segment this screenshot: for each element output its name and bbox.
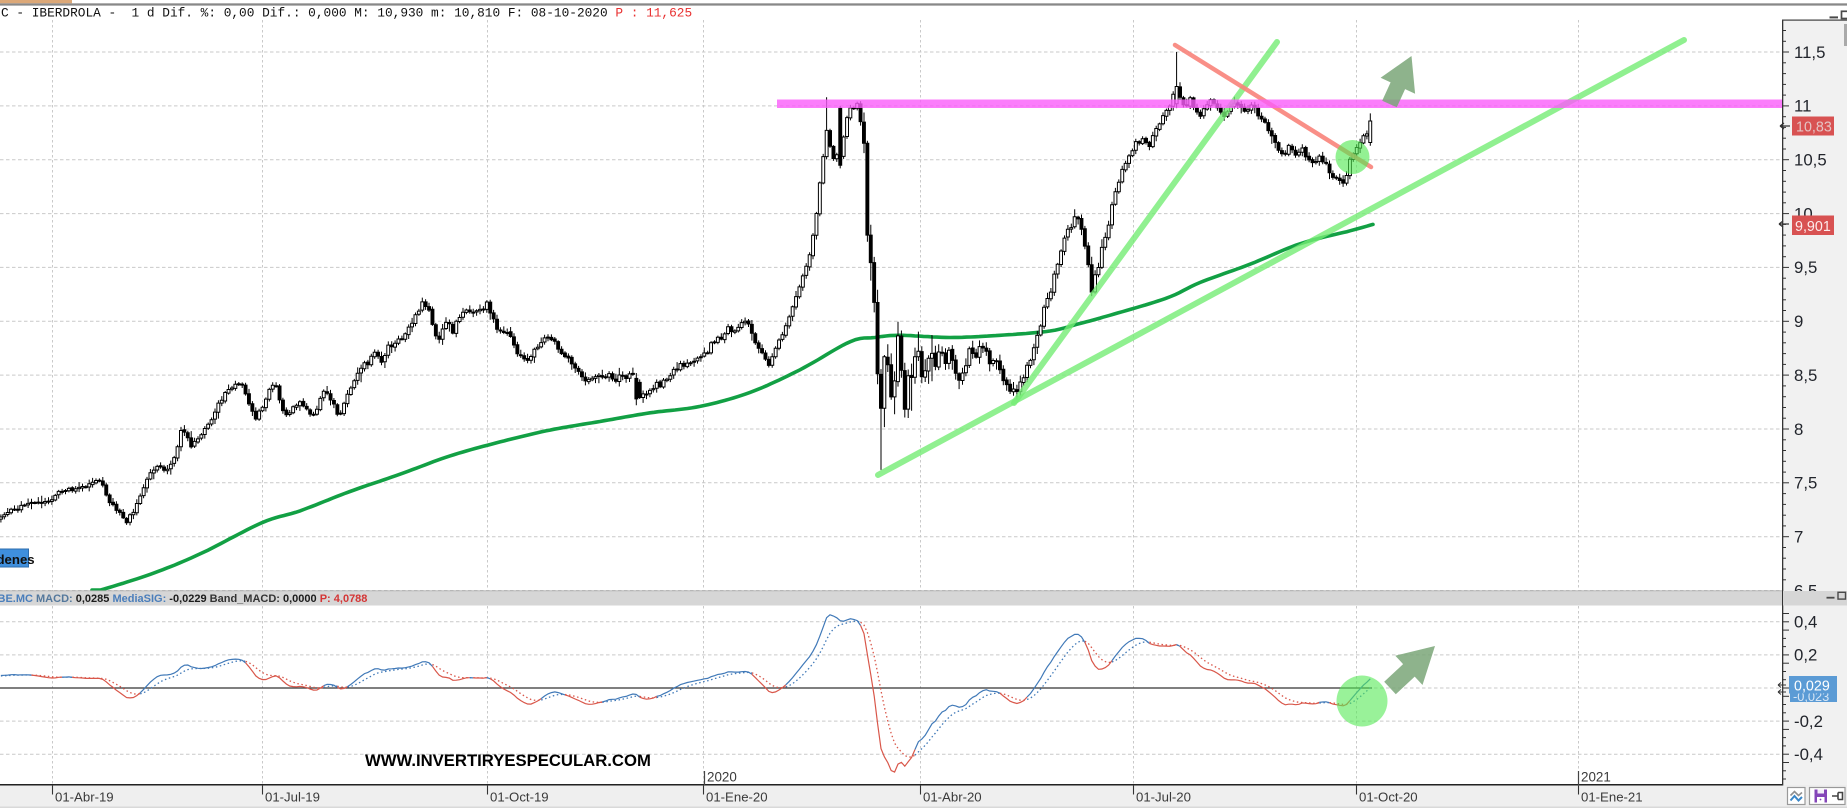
svg-text:01-Ene-20: 01-Ene-20 (706, 790, 768, 805)
svg-text:C - IBERDROLA - 1 d Dif. %: 0: C - IBERDROLA - 1 d Dif. %: 0,00 Dif.: 0… (1, 6, 692, 21)
svg-text:11: 11 (1794, 97, 1811, 116)
svg-text:2020: 2020 (707, 770, 737, 785)
svg-text:01-Jul-20: 01-Jul-20 (1136, 790, 1191, 805)
svg-text:WWW.INVERTIRYESPECULAR.COM: WWW.INVERTIRYESPECULAR.COM (365, 751, 651, 770)
svg-text:-0,2: -0,2 (1794, 712, 1823, 731)
svg-text:0,4: 0,4 (1794, 613, 1817, 632)
svg-text:10,5: 10,5 (1794, 151, 1827, 170)
svg-text:01-Jul-19: 01-Jul-19 (265, 790, 320, 805)
svg-text:-0,4: -0,4 (1794, 745, 1823, 764)
svg-text:9,901: 9,901 (1795, 219, 1831, 235)
svg-text:01-Abr-20: 01-Abr-20 (923, 790, 982, 805)
svg-text:9,5: 9,5 (1794, 258, 1817, 277)
svg-text:2021: 2021 (1581, 770, 1611, 785)
svg-text:01-Oct-20: 01-Oct-20 (1359, 790, 1418, 805)
svg-text:01-Oct-19: 01-Oct-19 (490, 790, 549, 805)
svg-text:0,029: 0,029 (1794, 678, 1830, 694)
svg-text:8: 8 (1794, 420, 1803, 439)
svg-text:7: 7 (1794, 528, 1803, 547)
svg-text:BE.MC MACD: 0,0285 MediaSIG: -: BE.MC MACD: 0,0285 MediaSIG: -0,0229 Ban… (0, 593, 367, 605)
svg-text:9: 9 (1794, 312, 1803, 331)
svg-text:11,5: 11,5 (1794, 43, 1825, 62)
svg-text:8,5: 8,5 (1794, 366, 1817, 385)
svg-text:0,2: 0,2 (1794, 646, 1817, 665)
svg-text:01-Abr-19: 01-Abr-19 (55, 790, 114, 805)
svg-text:denes: denes (0, 552, 35, 567)
svg-text:7,5: 7,5 (1794, 474, 1817, 493)
svg-text:01-Ene-21: 01-Ene-21 (1581, 790, 1643, 805)
svg-text:10,83: 10,83 (1796, 120, 1832, 136)
